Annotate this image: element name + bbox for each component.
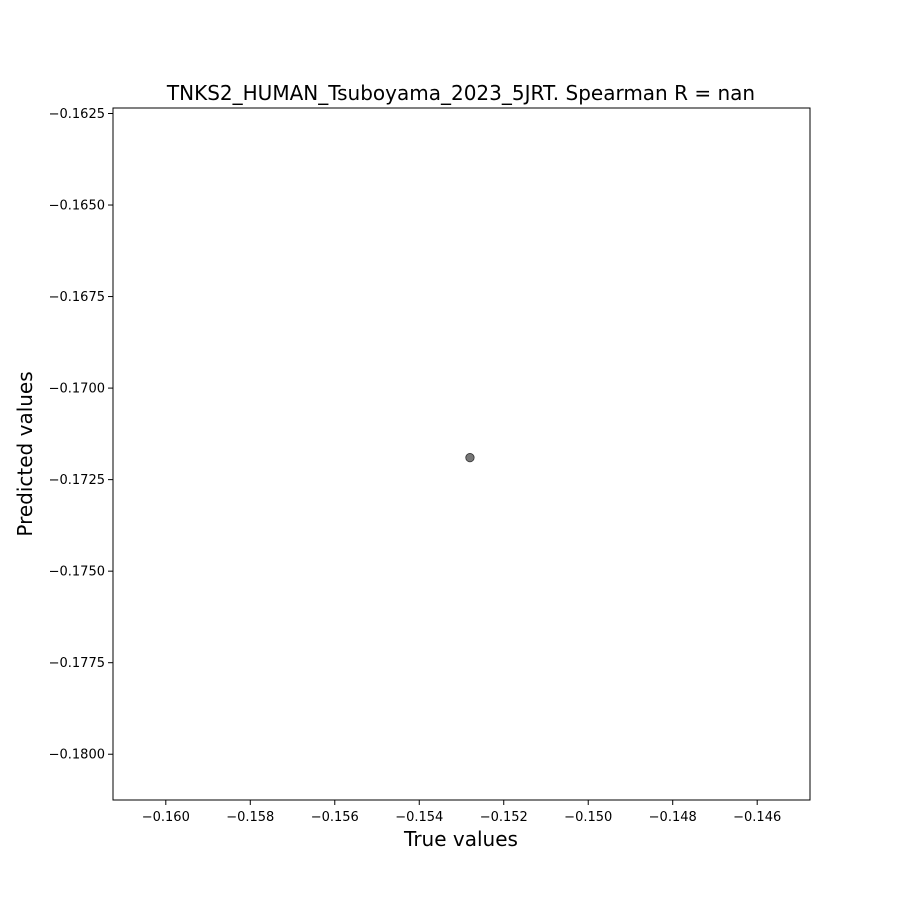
y-tick-label: −0.1800 <box>49 748 105 763</box>
y-tick-label: −0.1675 <box>49 290 105 305</box>
y-axis-title: Predicted values <box>13 371 37 536</box>
x-axis-title: True values <box>403 827 518 851</box>
y-tick-label: −0.1650 <box>49 199 105 214</box>
plot-area: −0.160 −0.158 −0.156 −0.154 −0.152 −0.150 −0.1… <box>49 107 811 825</box>
x-axis: −0.160 −0.158 −0.156 −0.154 −0.152 −0.150 −0.1… <box>142 800 781 825</box>
x-tick-label: −0.156 <box>311 810 359 825</box>
data-point <box>465 453 475 463</box>
x-tick-label: −0.154 <box>395 810 443 825</box>
y-tick-label: −0.1700 <box>49 382 105 397</box>
x-tick-label: −0.148 <box>649 810 697 825</box>
x-tick-label: −0.158 <box>226 810 274 825</box>
y-tick-label: −0.1775 <box>49 656 105 671</box>
points-layer <box>465 453 475 463</box>
x-tick-label: −0.150 <box>564 810 612 825</box>
plot-frame <box>112 107 811 801</box>
chart-title: TNKS2_HUMAN_Tsuboyama_2023_5JRT. Spearma… <box>166 81 755 105</box>
y-axis: −0.1625 −0.1650 −0.1675 −0.1700 −0.1725 −0.17… <box>49 107 113 763</box>
y-tick-label: −0.1725 <box>49 473 105 488</box>
y-tick-label: −0.1625 <box>49 107 105 122</box>
x-tick-label: −0.146 <box>733 810 781 825</box>
y-tick-label: −0.1750 <box>49 565 105 580</box>
x-tick-label: −0.160 <box>142 810 190 825</box>
x-tick-label: −0.152 <box>480 810 528 825</box>
